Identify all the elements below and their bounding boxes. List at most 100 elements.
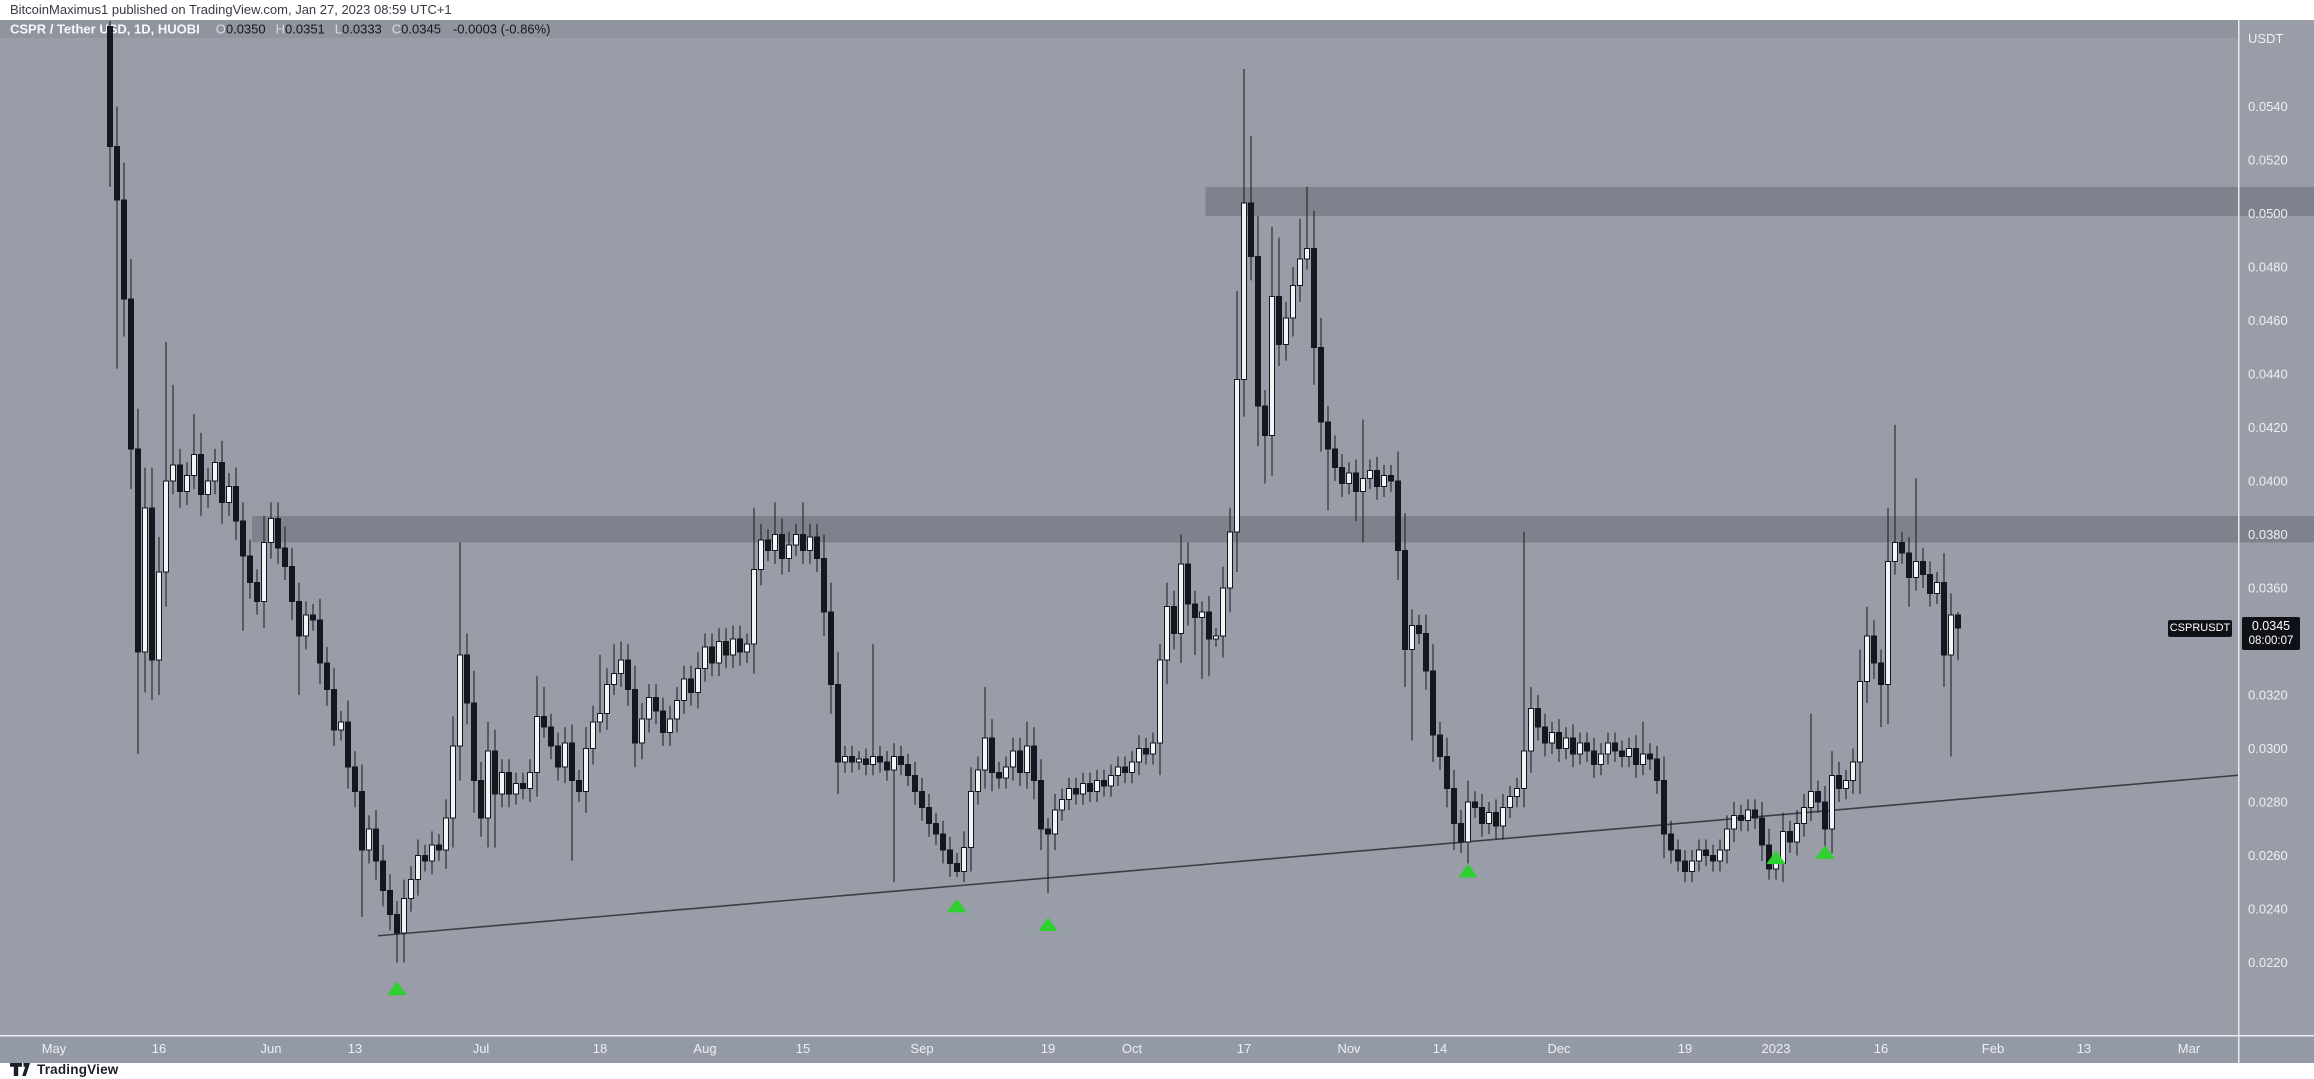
resistance-band[interactable]	[252, 515, 2314, 543]
candle	[1220, 587, 1226, 637]
candle	[653, 697, 659, 712]
candle	[1528, 707, 1534, 752]
candle	[1311, 247, 1317, 348]
candle	[1885, 560, 1891, 685]
candle	[128, 298, 134, 450]
resistance-bands-layer	[252, 186, 2314, 543]
candle	[1423, 632, 1429, 672]
candle	[1465, 801, 1471, 843]
candle	[121, 199, 127, 300]
candle	[786, 544, 792, 560]
candle	[1304, 247, 1310, 260]
last-price-badge[interactable]: 0.0345 08:00:07	[2242, 617, 2300, 650]
candle	[1094, 780, 1100, 792]
candle	[1395, 480, 1401, 552]
candle	[821, 558, 827, 613]
tradingview-footer-link[interactable]: TradingView	[10, 1060, 118, 1078]
price-tick-label: 0.0240	[2248, 902, 2288, 917]
candle	[1955, 614, 1961, 629]
candle	[1241, 202, 1247, 380]
candle	[324, 662, 330, 691]
candle	[191, 453, 197, 477]
candle	[1178, 563, 1184, 634]
price-tick-label: 0.0360	[2248, 581, 2288, 596]
candle	[716, 641, 722, 664]
candle	[870, 756, 876, 766]
price-axis[interactable]: 0.0540 0.0520 0.0500 0.0480 0.0460 0.0440 0.04…	[2248, 99, 2288, 970]
legend-text[interactable]: CSPR / Tether USD, 1D, HUOBI O0.0350 H0.03…	[10, 22, 551, 37]
candle	[394, 913, 400, 934]
candle	[1129, 761, 1135, 774]
candle	[1325, 421, 1331, 450]
candle	[709, 646, 715, 664]
candle	[1115, 766, 1121, 776]
candle	[1346, 472, 1352, 485]
candle	[534, 715, 540, 774]
ascending-trendline[interactable]	[378, 774, 2239, 937]
buy-signal-triangle-icon	[1767, 851, 1785, 865]
candle	[1437, 734, 1443, 758]
candle	[1514, 788, 1520, 798]
time-axis[interactable]: May 16 Jun 13 Jul 18 Aug 15 Sep 19 Oct 17 Nov 14 Dec 19…	[42, 1041, 2201, 1056]
candle	[331, 689, 337, 731]
time-tick-label: 18	[593, 1041, 607, 1056]
candle	[1668, 833, 1674, 851]
candle	[177, 464, 183, 493]
time-tick-label: 2023	[1762, 1041, 1791, 1056]
buy-markers-layer	[388, 845, 1834, 996]
candle	[142, 507, 148, 653]
buy-signal-triangle-icon	[388, 982, 406, 996]
symbol-tag-badge[interactable]: CSPRUSDT	[2168, 620, 2232, 637]
candle	[1157, 659, 1163, 744]
candle	[1416, 624, 1422, 634]
candle	[1612, 742, 1618, 752]
candle	[1892, 542, 1898, 562]
candle	[1801, 806, 1807, 824]
candle	[849, 756, 855, 763]
candle	[1283, 317, 1289, 346]
candle	[303, 614, 309, 637]
candle	[219, 461, 225, 503]
candle	[1906, 552, 1912, 578]
candle	[758, 539, 764, 570]
time-axis-background[interactable]	[0, 1035, 2314, 1063]
candle	[1619, 750, 1625, 758]
candle	[793, 534, 799, 546]
time-tick-label: Mar	[2178, 1041, 2201, 1056]
candle	[1773, 863, 1779, 870]
candle	[1724, 828, 1730, 851]
candle	[569, 742, 575, 782]
candle	[1689, 860, 1695, 873]
candle	[1486, 812, 1492, 824]
candle	[1066, 788, 1072, 800]
candle	[233, 485, 239, 522]
candle	[170, 464, 176, 482]
price-tick-label: 0.0440	[2248, 367, 2288, 382]
time-tick-label: Sep	[910, 1041, 933, 1056]
candle	[688, 678, 694, 693]
candle	[779, 534, 785, 560]
time-tick-label: 19	[1041, 1041, 1055, 1056]
candle	[1535, 707, 1541, 728]
candle	[765, 539, 771, 552]
time-tick-label: 15	[796, 1041, 810, 1056]
candle	[1479, 806, 1485, 824]
candle	[107, 25, 113, 148]
candle	[492, 750, 498, 795]
candle	[639, 718, 645, 744]
candle	[576, 780, 582, 792]
candle	[450, 745, 456, 819]
candle	[1192, 603, 1198, 618]
candles-layer[interactable]	[107, 20, 1961, 963]
last-price-value: 0.0345	[2251, 619, 2291, 633]
candle	[1003, 766, 1009, 779]
candle	[555, 745, 561, 768]
resistance-band[interactable]	[1205, 186, 2314, 217]
candle	[1500, 806, 1506, 827]
candle	[1171, 606, 1177, 634]
price-tick-label: 0.0260	[2248, 848, 2288, 863]
candle	[114, 146, 120, 201]
candle	[884, 761, 890, 771]
candle	[310, 614, 316, 621]
